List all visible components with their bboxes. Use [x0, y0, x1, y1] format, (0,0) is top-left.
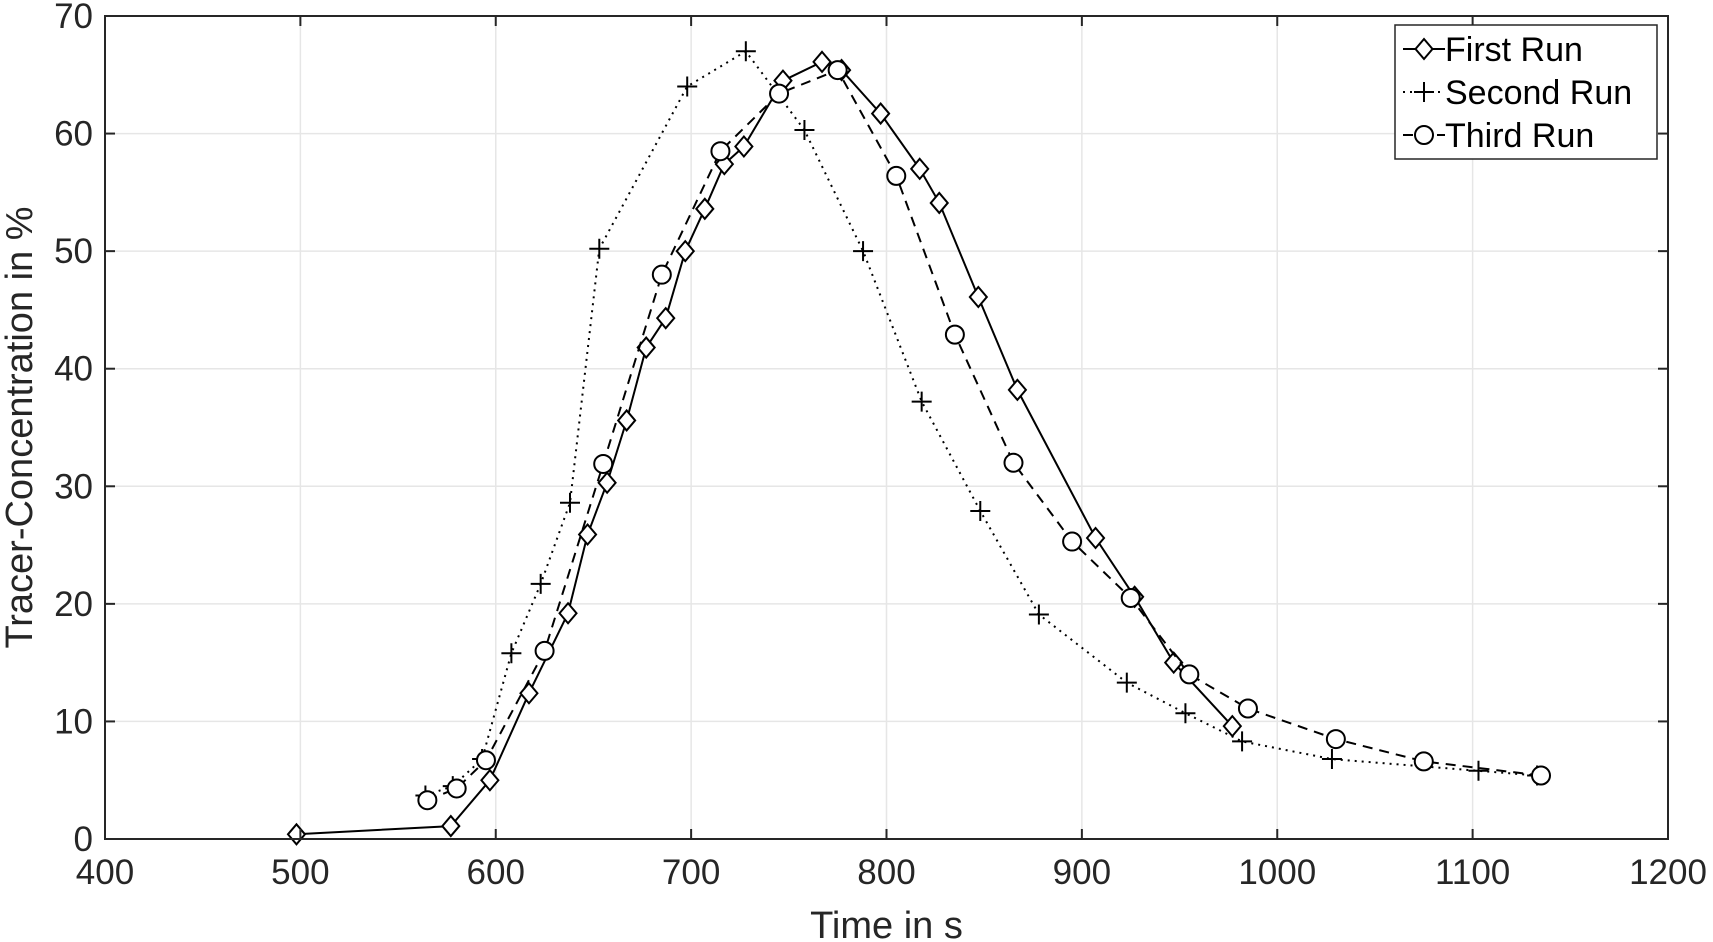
data-point-third-run — [651, 264, 672, 285]
legend-label-first-run: First Run — [1445, 31, 1583, 69]
x-tick-label: 600 — [467, 853, 525, 892]
data-point-first-run — [1163, 651, 1184, 675]
legend: First Run Second Run Third Run — [1394, 24, 1658, 160]
data-point-second-run — [853, 241, 874, 262]
x-tick-label: 1200 — [1629, 853, 1707, 892]
x-tick-label: 700 — [662, 853, 720, 892]
data-point-second-run — [1116, 672, 1137, 693]
data-point-third-run — [1003, 452, 1024, 473]
ticks: 400 500 600 700 800 900 1000 1100 1200 0 10 20 30 40 5… — [54, 0, 1707, 892]
data-point-second-run — [501, 643, 522, 664]
y-tick-label: 50 — [54, 232, 93, 271]
data-point-second-run — [970, 500, 991, 521]
data-point-second-run — [1232, 731, 1253, 752]
series-line-third-run — [427, 68, 1542, 802]
data-point-third-run — [886, 165, 907, 186]
data-point-first-run — [1085, 526, 1106, 550]
x-tick-label: 500 — [271, 853, 329, 892]
data-point-second-run — [735, 41, 756, 62]
data-point-second-run — [1028, 604, 1049, 625]
data-point-second-run — [1175, 703, 1196, 724]
data-point-third-run — [1325, 729, 1346, 750]
data-point-third-run — [827, 60, 848, 81]
data-point-third-run — [1120, 587, 1141, 608]
legend-marker-third-run — [1414, 125, 1434, 145]
data-point-first-run — [655, 306, 676, 330]
data-point-third-run — [944, 324, 965, 345]
y-axis-title: Tracer-Concentration in % — [0, 206, 41, 648]
data-point-first-run — [286, 822, 307, 846]
data-point-second-run — [530, 573, 551, 594]
data-point-third-run — [593, 453, 614, 474]
data-point-second-run — [794, 120, 815, 141]
series-second-run — [415, 41, 1548, 806]
data-point-first-run — [597, 471, 617, 495]
data-point-second-run — [559, 492, 580, 513]
data-point-first-run — [480, 768, 500, 792]
legend-marker-second-run — [1414, 82, 1434, 102]
data-point-third-run — [417, 790, 438, 811]
data-point-third-run — [1179, 664, 1200, 685]
data-point-second-run — [589, 238, 610, 259]
x-tick-label: 400 — [76, 853, 134, 892]
data-point-third-run — [769, 83, 790, 104]
y-tick-label: 30 — [54, 467, 93, 506]
y-tick-label: 0 — [74, 820, 93, 859]
series-layer — [286, 41, 1552, 846]
data-point-first-run — [909, 157, 930, 181]
y-tick-label: 40 — [54, 350, 93, 389]
series-line-first-run — [296, 60, 1234, 836]
x-axis-title: Time in s — [810, 905, 963, 942]
series-first-run — [286, 50, 1243, 846]
y-tick-label: 70 — [54, 0, 93, 36]
x-tick-label: 900 — [1053, 853, 1111, 892]
data-point-first-run — [1007, 378, 1028, 402]
data-point-third-run — [1062, 531, 1083, 552]
data-point-third-run — [475, 750, 496, 771]
data-point-first-run — [519, 681, 539, 705]
data-point-second-run — [1468, 760, 1489, 781]
data-point-second-run — [677, 76, 698, 97]
data-point-first-run — [616, 408, 637, 432]
y-tick-label: 20 — [54, 585, 93, 624]
x-tick-label: 800 — [857, 853, 915, 892]
x-tick-label: 1000 — [1238, 853, 1316, 892]
y-tick-label: 10 — [54, 702, 93, 741]
data-point-second-run — [1321, 749, 1342, 770]
data-point-first-run — [675, 239, 696, 263]
data-point-third-run — [710, 141, 731, 162]
data-point-first-run — [558, 601, 578, 625]
series-line-second-run — [425, 49, 1538, 797]
legend-label-second-run: Second Run — [1445, 74, 1632, 112]
data-point-second-run — [911, 391, 932, 412]
data-point-first-run — [694, 197, 715, 221]
data-point-first-run — [968, 285, 989, 309]
data-point-first-run — [577, 522, 598, 547]
x-tick-label: 1100 — [1435, 853, 1510, 892]
data-point-first-run — [870, 102, 891, 126]
data-point-third-run — [1531, 765, 1552, 786]
data-point-third-run — [1237, 698, 1258, 719]
legend-marker-first-run — [1414, 37, 1434, 61]
series-third-run — [417, 60, 1552, 811]
data-point-first-run — [929, 191, 950, 215]
data-point-third-run — [534, 640, 555, 661]
data-point-first-run — [734, 134, 754, 159]
data-point-first-run — [812, 50, 832, 74]
data-point-third-run — [446, 778, 467, 799]
data-point-third-run — [1413, 751, 1434, 772]
data-point-first-run — [441, 814, 461, 838]
legend-label-third-run: Third Run — [1445, 117, 1594, 155]
y-tick-label: 60 — [54, 115, 93, 154]
